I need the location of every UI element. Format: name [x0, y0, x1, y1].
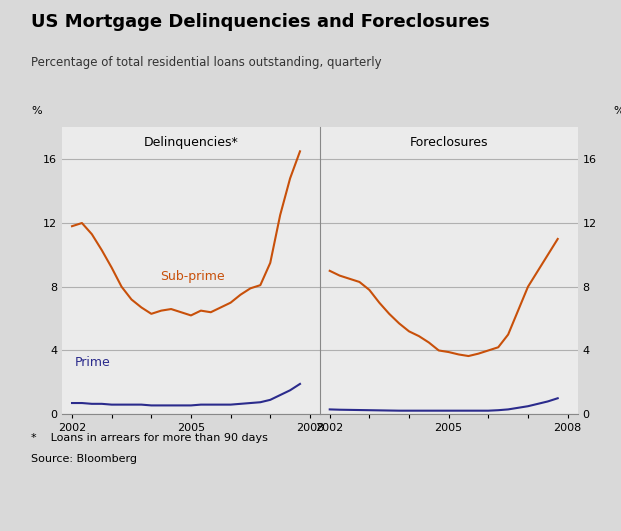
Text: %: % [614, 106, 621, 116]
Text: US Mortgage Delinquencies and Foreclosures: US Mortgage Delinquencies and Foreclosur… [31, 13, 490, 31]
Text: Foreclosures: Foreclosures [409, 136, 488, 149]
Text: *    Loans in arrears for more than 90 days: * Loans in arrears for more than 90 days [31, 433, 268, 443]
Text: Sub-prime: Sub-prime [160, 270, 225, 283]
Text: Percentage of total residential loans outstanding, quarterly: Percentage of total residential loans ou… [31, 56, 382, 68]
Text: Source: Bloomberg: Source: Bloomberg [31, 454, 137, 464]
Text: %: % [31, 106, 42, 116]
Text: Prime: Prime [75, 356, 111, 369]
Text: Delinquencies*: Delinquencies* [143, 136, 238, 149]
